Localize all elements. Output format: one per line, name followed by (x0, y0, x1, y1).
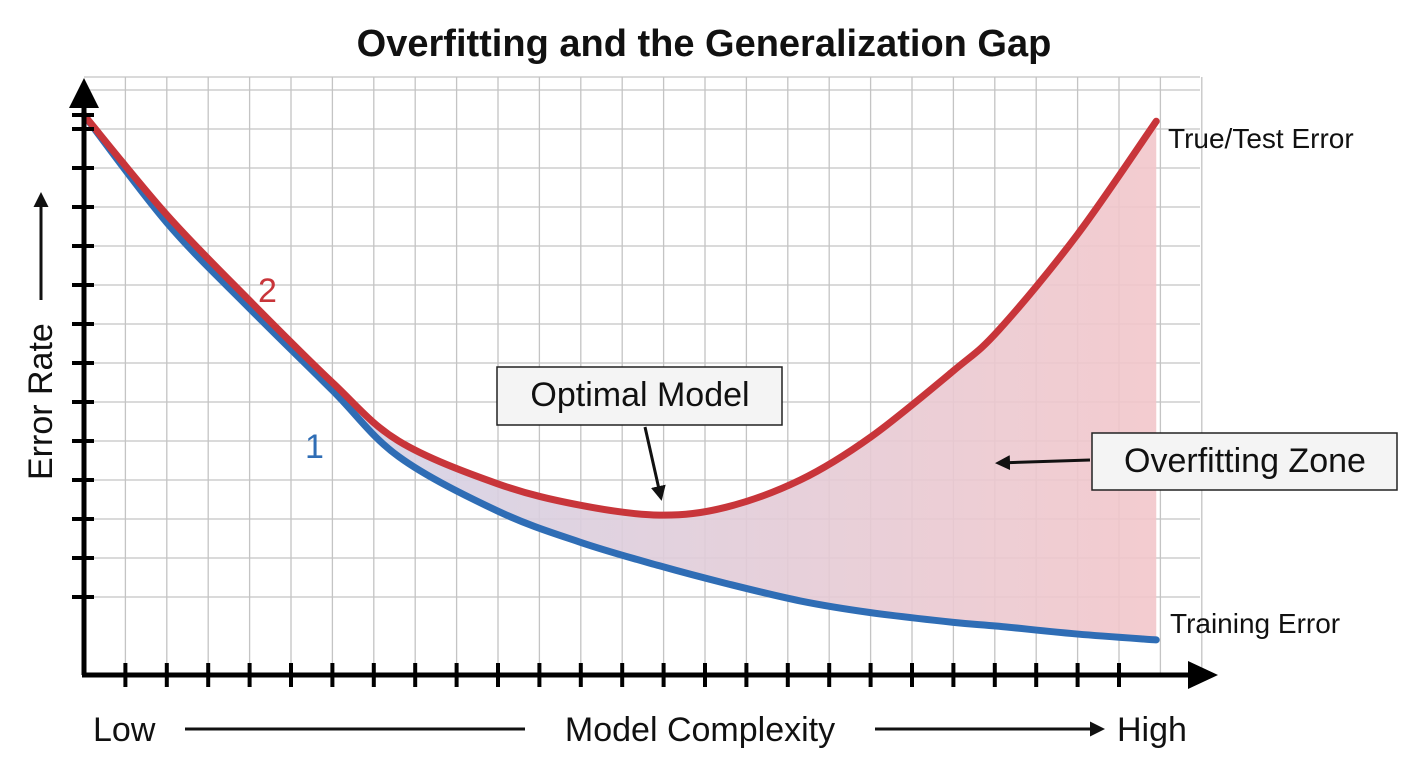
annotation-optimal-model: Optimal Model (496, 366, 783, 501)
arrow-icon (643, 426, 666, 501)
arrow-icon (995, 455, 1091, 471)
x-axis-label: Low Model Complexity High (93, 711, 1187, 749)
series-line-test-error (80, 111, 1160, 519)
annotation-optimal-model-text: Optimal Model (530, 376, 749, 414)
x-axis-arrow-icon (1188, 661, 1218, 689)
annotation-overfitting-zone: Overfitting Zone (995, 432, 1398, 491)
series-line-training-error (80, 111, 1160, 644)
y-axis-arrow-icon (69, 78, 99, 108)
x-high-label: High (1117, 711, 1187, 749)
annotation-overfitting-zone-text: Overfitting Zone (1124, 442, 1366, 480)
x-axis-label-text: Model Complexity (565, 711, 835, 749)
generalization-gap-fill (84, 114, 1157, 640)
x-low-label: Low (93, 711, 156, 749)
axes (69, 78, 1218, 689)
y-axis-label-text: Error Rate (22, 323, 60, 480)
y-axis-label: Error Rate (22, 192, 60, 480)
chart-title: Overfitting and the Generalization Gap (357, 23, 1052, 65)
legend-training-error: Training Error (1170, 608, 1340, 639)
series-marker-test: 2 (258, 272, 277, 310)
legend-test-error: True/Test Error (1168, 123, 1354, 154)
series-marker-train: 1 (305, 428, 324, 466)
